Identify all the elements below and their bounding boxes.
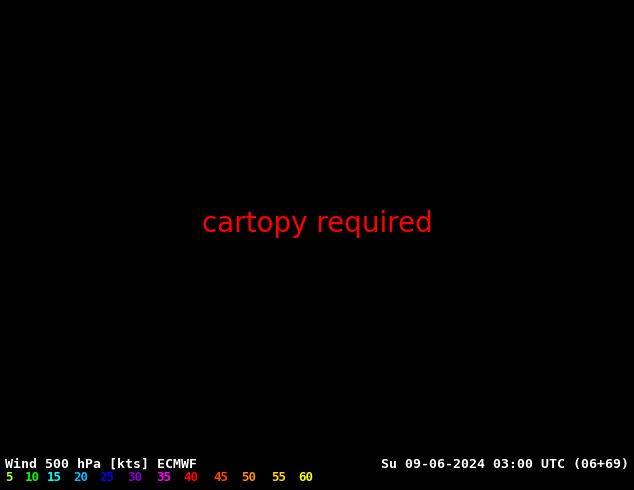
Text: Su 09-06-2024 03:00 UTC (06+69): Su 09-06-2024 03:00 UTC (06+69) <box>381 458 629 470</box>
Text: cartopy required: cartopy required <box>202 210 432 238</box>
Text: 55: 55 <box>271 471 286 484</box>
Text: 50: 50 <box>241 471 256 484</box>
Text: 10: 10 <box>25 471 41 484</box>
Text: 45: 45 <box>214 471 229 484</box>
Text: Wind 500 hPa [kts] ECMWF: Wind 500 hPa [kts] ECMWF <box>5 458 197 470</box>
Text: 30: 30 <box>127 471 142 484</box>
Text: 5: 5 <box>5 471 13 484</box>
Text: 20: 20 <box>73 471 88 484</box>
Text: 60: 60 <box>298 471 313 484</box>
Text: 25: 25 <box>100 471 115 484</box>
Text: 15: 15 <box>47 471 62 484</box>
Text: 35: 35 <box>157 471 172 484</box>
Text: 40: 40 <box>184 471 199 484</box>
